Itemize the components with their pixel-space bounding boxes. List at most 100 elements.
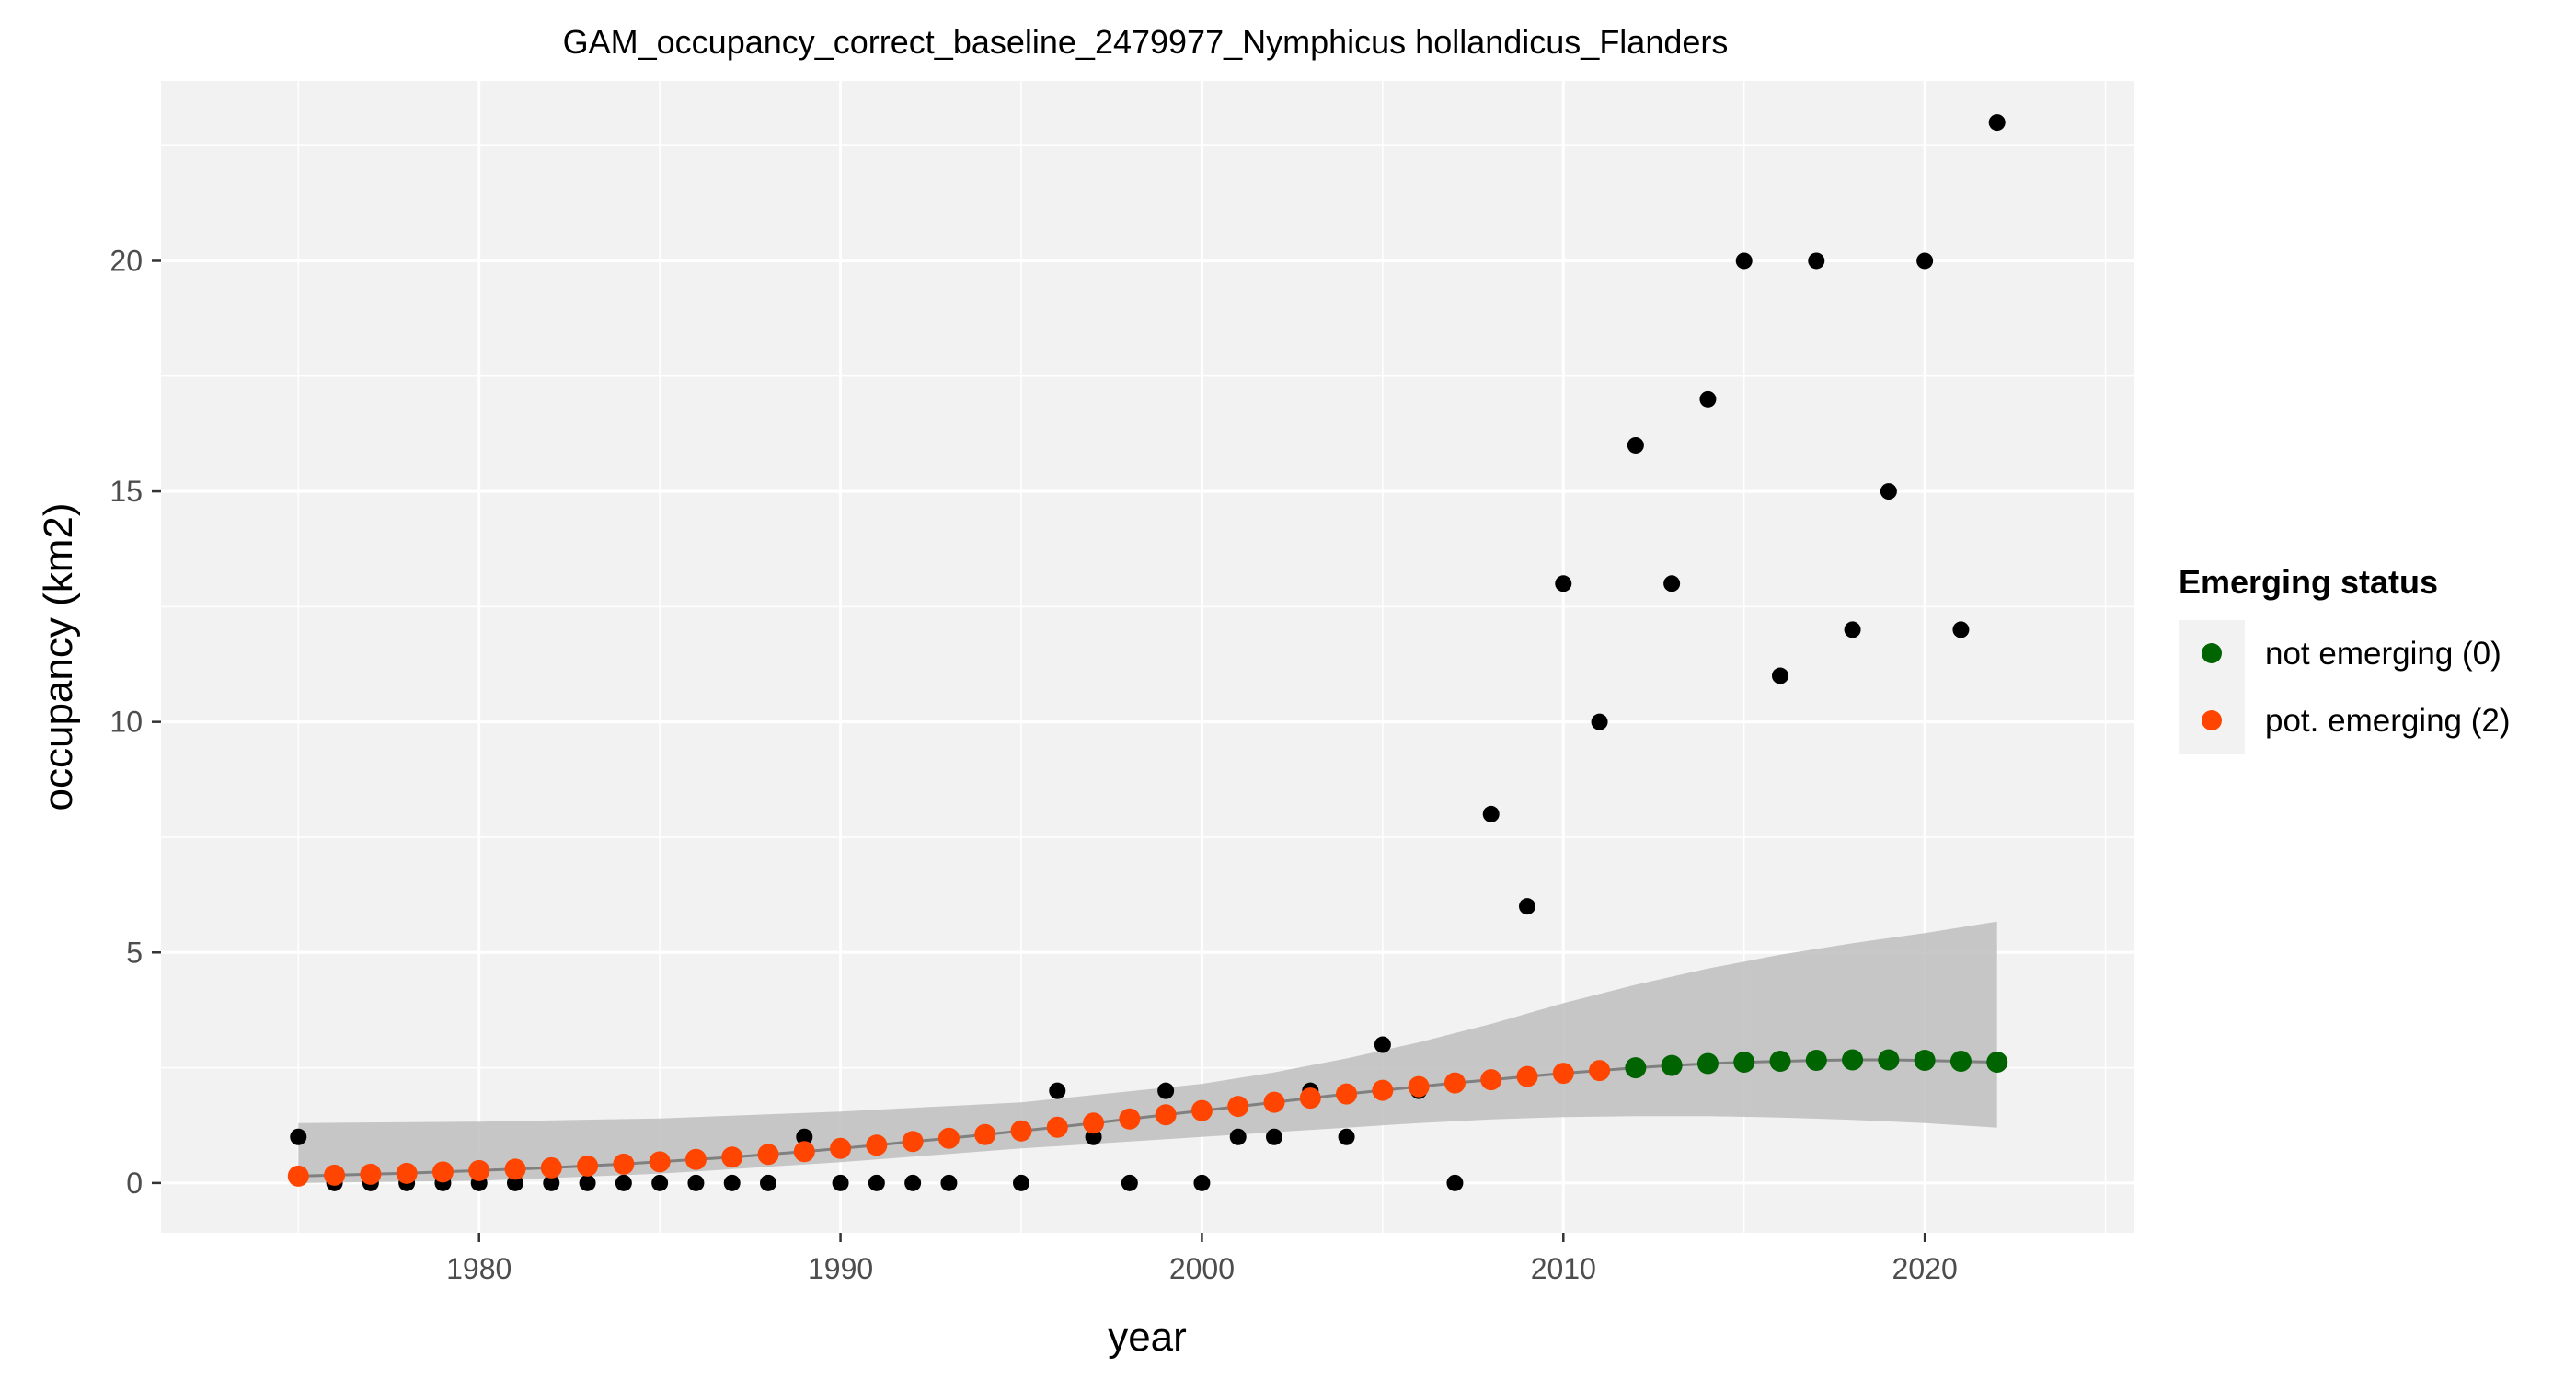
observed-point: [1338, 1128, 1355, 1145]
y-tick-label: 15: [109, 475, 143, 508]
fit-point-pot-emerging: [540, 1156, 562, 1179]
observed-point: [1844, 621, 1861, 638]
observed-point: [1157, 1082, 1175, 1099]
observed-point: [760, 1174, 776, 1191]
y-axis-title: occupancy (km2): [36, 502, 81, 811]
legend-label-pot-emerging: pot. emerging (2): [2265, 703, 2511, 739]
fit-point-not-emerging: [1842, 1049, 1864, 1071]
fit-point-pot-emerging: [902, 1131, 924, 1153]
observed-point: [1482, 805, 1500, 822]
observed-point: [940, 1174, 958, 1191]
fit-point-pot-emerging: [1408, 1075, 1430, 1098]
fit-point-pot-emerging: [1190, 1099, 1213, 1121]
legend-key-pot-emerging: [2202, 710, 2222, 730]
observed-point: [1555, 575, 1572, 592]
observed-point: [1663, 575, 1681, 592]
observed-point: [1013, 1174, 1029, 1191]
y-tick-label: 20: [109, 244, 143, 277]
fit-point-pot-emerging: [793, 1141, 815, 1163]
x-axis-ticks: 1980 1990 2000 2010 2020: [446, 1233, 1958, 1285]
fit-point-pot-emerging: [1119, 1108, 1141, 1130]
confidence-band: [298, 921, 1997, 1183]
observed-point: [1735, 252, 1753, 270]
fit-point-pot-emerging: [360, 1163, 382, 1185]
y-tick-label: 0: [126, 1167, 143, 1200]
observed-point: [796, 1128, 813, 1145]
observed-point: [1519, 898, 1535, 915]
fit-point-pot-emerging: [468, 1159, 490, 1181]
observed-point: [1229, 1128, 1247, 1145]
y-axis-ticks: 0 5 10 15 20: [109, 244, 161, 1200]
fit-point-pot-emerging: [613, 1153, 635, 1175]
fit-point-pot-emerging: [830, 1137, 852, 1159]
fit-point-pot-emerging: [1227, 1096, 1249, 1118]
fit-point-pot-emerging: [504, 1158, 526, 1180]
x-tick-label: 1990: [808, 1252, 873, 1285]
confidence-band-layer: [298, 921, 1997, 1183]
observed-point: [1374, 1036, 1391, 1053]
fit-point-pot-emerging: [937, 1127, 960, 1149]
observed-point: [1193, 1174, 1211, 1191]
observed-point: [579, 1174, 596, 1191]
x-axis-title: year: [1108, 1315, 1187, 1360]
observed-point: [1266, 1128, 1282, 1145]
fit-point-pot-emerging: [974, 1123, 996, 1145]
fit-point-pot-emerging: [757, 1144, 779, 1166]
fit-point-pot-emerging: [396, 1162, 418, 1184]
fit-point-pot-emerging: [1083, 1112, 1105, 1134]
fit-point-pot-emerging: [431, 1161, 454, 1183]
observed-point: [543, 1174, 560, 1191]
y-tick-label: 5: [126, 936, 143, 969]
chart-title: GAM_occupancy_correct_baseline_2479977_N…: [563, 23, 1729, 61]
fit-point-pot-emerging: [1336, 1083, 1358, 1105]
fit-point-not-emerging: [1696, 1052, 1719, 1075]
x-tick-label: 2020: [1892, 1252, 1958, 1285]
fit-point-not-emerging: [1949, 1051, 1972, 1073]
observed-point: [1916, 252, 1934, 270]
fit-point-not-emerging: [1661, 1054, 1683, 1076]
observed-point: [1121, 1174, 1138, 1191]
y-tick-label: 10: [109, 706, 143, 739]
major-gridlines: [161, 81, 2134, 1233]
fit-point-pot-emerging: [1443, 1072, 1466, 1094]
x-tick-label: 2010: [1531, 1252, 1596, 1285]
fit-point-pot-emerging: [577, 1155, 599, 1177]
observed-point: [904, 1174, 922, 1191]
observed-point: [1627, 436, 1644, 454]
observed-point: [832, 1174, 849, 1191]
fit-point-pot-emerging: [1589, 1060, 1611, 1082]
observed-point: [1880, 483, 1897, 500]
legend-label-not-emerging: not emerging (0): [2265, 636, 2501, 672]
fit-point-pot-emerging: [1552, 1063, 1574, 1085]
observed-point: [1699, 390, 1717, 408]
fit-point-pot-emerging: [721, 1146, 743, 1168]
fit-point-not-emerging: [1986, 1052, 2008, 1074]
fit-point-pot-emerging: [1299, 1087, 1321, 1110]
fit-point-pot-emerging: [324, 1164, 346, 1186]
observed-point: [1049, 1082, 1066, 1099]
fit-point-pot-emerging: [1010, 1120, 1032, 1142]
observed-point: [723, 1174, 741, 1191]
fit-point-not-emerging: [1733, 1052, 1755, 1074]
legend-key-background: [2179, 620, 2245, 754]
fit-point-pot-emerging: [1046, 1116, 1068, 1138]
observed-point: [1591, 713, 1608, 730]
fit-point-not-emerging: [1625, 1057, 1647, 1079]
fit-point-pot-emerging: [1372, 1079, 1394, 1101]
observed-point: [1808, 252, 1825, 270]
legend-title: Emerging status: [2179, 563, 2438, 601]
fit-point-pot-emerging: [1480, 1069, 1502, 1091]
observed-point: [290, 1128, 307, 1145]
fit-point-not-emerging: [1914, 1050, 1936, 1072]
observed-point: [1988, 114, 2006, 132]
legend-key-not-emerging: [2202, 643, 2222, 663]
observed-point: [687, 1174, 705, 1191]
observed-point: [1772, 667, 1788, 684]
fit-point-pot-emerging: [649, 1151, 671, 1173]
fit-point-not-emerging: [1769, 1051, 1791, 1073]
fit-point-pot-emerging: [866, 1134, 888, 1156]
fit-point-pot-emerging: [287, 1165, 309, 1187]
fit-point-pot-emerging: [1155, 1104, 1177, 1126]
fit-point-pot-emerging: [1516, 1065, 1538, 1087]
